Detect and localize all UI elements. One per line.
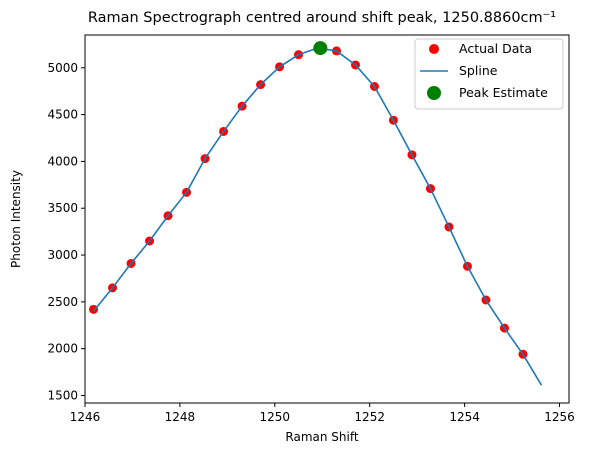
y-tick-label: 2500 — [47, 295, 78, 309]
peak-estimate-point — [313, 41, 328, 56]
y-tick-label: 4000 — [47, 154, 78, 168]
x-tick-label: 1246 — [70, 410, 101, 424]
legend-label-actual-data: Actual Data — [459, 41, 532, 56]
legend: Actual Data Spline Peak Estimate — [414, 38, 564, 110]
x-tick-label: 1250 — [260, 410, 291, 424]
x-tick-label: 1256 — [544, 410, 575, 424]
legend-label-spline: Spline — [459, 63, 498, 78]
chart-title: Raman Spectrograph centred around shift … — [88, 10, 556, 26]
x-axis-ticks: 1246 1248 1250 1252 1254 1256 — [70, 403, 575, 424]
x-tick-label: 1252 — [354, 410, 385, 424]
y-axis-label: Photon Intensity — [9, 170, 23, 268]
legend-marker-peak-estimate — [427, 86, 441, 100]
y-tick-label: 2000 — [47, 342, 78, 356]
legend-label-peak-estimate: Peak Estimate — [459, 85, 548, 100]
y-tick-label: 3500 — [47, 201, 78, 215]
x-tick-label: 1248 — [165, 410, 196, 424]
actual-data-point — [89, 304, 99, 314]
y-tick-label: 3000 — [47, 248, 78, 262]
y-tick-label: 4500 — [47, 108, 78, 122]
y-tick-label: 1500 — [47, 389, 78, 403]
x-tick-label: 1254 — [449, 410, 480, 424]
plot-frame — [84, 34, 570, 404]
y-axis-ticks: 1500 2000 2500 3000 3500 4000 4500 5000 — [47, 61, 85, 403]
legend-marker-actual-data — [429, 44, 439, 54]
y-tick-label: 5000 — [47, 61, 78, 75]
plot-area — [89, 41, 543, 386]
legend-box — [414, 38, 564, 110]
x-axis-label: Raman Shift — [285, 430, 358, 444]
